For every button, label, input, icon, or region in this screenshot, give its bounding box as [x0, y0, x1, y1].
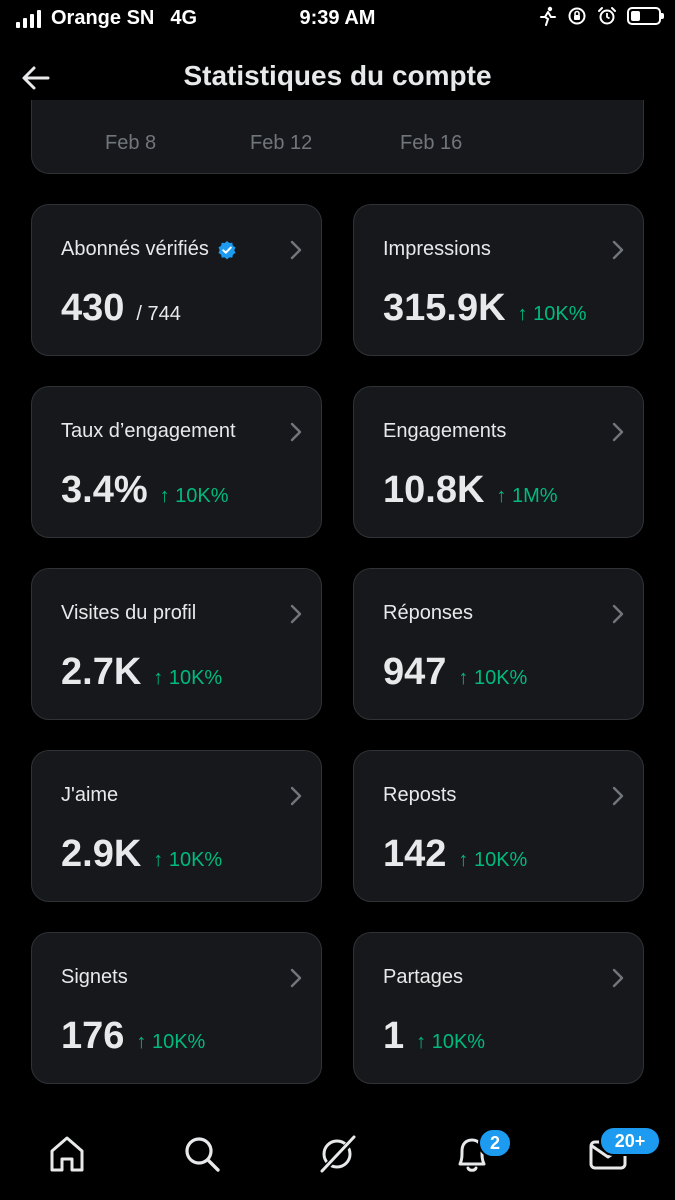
- metric-label: Signets: [61, 966, 128, 988]
- metric-card-reposts[interactable]: Reposts 142 ↑ 10K%: [353, 750, 644, 902]
- alarm-icon: [598, 7, 616, 25]
- metric-value: 430: [61, 287, 125, 329]
- metric-label: Abonnés vérifiés: [61, 238, 209, 260]
- metric-card-likes[interactable]: J'aime 2.9K ↑ 10K%: [31, 750, 322, 902]
- notifications-badge: 2: [478, 1128, 512, 1158]
- chevron-right-icon: [612, 786, 624, 806]
- metric-delta: ↑ 1M%: [496, 485, 558, 507]
- metric-card-bookmarks[interactable]: Signets 176 ↑ 10K%: [31, 932, 322, 1084]
- chevron-right-icon: [612, 422, 624, 442]
- metric-card-impressions[interactable]: Impressions 315.9K ↑ 10K%: [353, 204, 644, 356]
- metric-value: 176: [61, 1015, 125, 1057]
- chevron-right-icon: [290, 604, 302, 624]
- chart-x-label: Feb 16: [400, 132, 463, 154]
- chart-card: Feb 8 Feb 12 Feb 16: [31, 100, 644, 174]
- chevron-right-icon: [612, 968, 624, 988]
- metric-value: 10.8K: [383, 469, 485, 511]
- metric-label: Partages: [383, 966, 464, 988]
- chevron-right-icon: [612, 604, 624, 624]
- home-icon[interactable]: [45, 1132, 89, 1176]
- notifications-icon[interactable]: [450, 1132, 494, 1176]
- status-bar: Orange SN 4G 9:39 AM: [0, 0, 675, 40]
- metric-denominator: / 744: [136, 303, 181, 325]
- metric-value-row: 3.4% ↑ 10K%: [61, 469, 229, 512]
- signal-strength-icon: [16, 9, 41, 28]
- metric-label: Réponses: [383, 602, 474, 624]
- bottom-navigation: 2 20+: [0, 1110, 675, 1200]
- metric-delta: ↑ 10K%: [517, 303, 587, 325]
- metric-value-row: 2.7K ↑ 10K%: [61, 651, 222, 694]
- status-left: Orange SN 4G: [16, 7, 197, 30]
- metric-value: 2.7K: [61, 651, 142, 693]
- metric-delta: ↑ 10K%: [159, 485, 229, 507]
- metric-card-engagement-rate[interactable]: Taux d’engagement 3.4% ↑ 10K%: [31, 386, 322, 538]
- messages-badge: 20+: [599, 1126, 661, 1156]
- metric-label: Impressions: [383, 238, 491, 260]
- chevron-right-icon: [612, 240, 624, 260]
- metric-delta: ↑ 10K%: [458, 667, 528, 689]
- carrier-name: Orange SN: [51, 7, 155, 29]
- metric-label: Taux d’engagement: [61, 420, 236, 442]
- metric-value: 1: [383, 1015, 405, 1057]
- metric-value: 3.4%: [61, 469, 148, 511]
- metric-delta: ↑ 10K%: [458, 849, 528, 871]
- search-icon[interactable]: [180, 1132, 224, 1176]
- metric-value: 947: [383, 651, 447, 693]
- orientation-lock-icon: [568, 7, 586, 25]
- top-bar: Statistiques du compte: [0, 50, 675, 104]
- network-type: 4G: [170, 7, 198, 29]
- metric-label: Visites du profil: [61, 602, 197, 624]
- metric-value-row: 1 ↑ 10K%: [383, 1015, 485, 1058]
- chevron-right-icon: [290, 422, 302, 442]
- metric-card-replies[interactable]: Réponses 947 ↑ 10K%: [353, 568, 644, 720]
- clock: 9:39 AM: [299, 7, 376, 29]
- metric-value-row: 142 ↑ 10K%: [383, 833, 527, 876]
- metric-delta: ↑ 10K%: [416, 1031, 486, 1053]
- metric-delta: ↑ 10K%: [153, 667, 223, 689]
- chevron-right-icon: [290, 968, 302, 988]
- chart-x-label: Feb 12: [250, 132, 313, 154]
- metric-value: 315.9K: [383, 287, 506, 329]
- metric-value: 142: [383, 833, 447, 875]
- metric-label: Reposts: [383, 784, 457, 806]
- metric-card-shares[interactable]: Partages 1 ↑ 10K%: [353, 932, 644, 1084]
- metric-value-row: 315.9K ↑ 10K%: [383, 287, 586, 330]
- metric-card-profile-visits[interactable]: Visites du profil 2.7K ↑ 10K%: [31, 568, 322, 720]
- back-arrow-icon[interactable]: [18, 60, 54, 96]
- metric-label-row: Abonnés vérifiés: [61, 238, 237, 261]
- metric-label: Engagements: [383, 420, 507, 442]
- metric-value-row: 2.9K ↑ 10K%: [61, 833, 222, 876]
- metric-delta: ↑ 10K%: [136, 1031, 206, 1053]
- metric-value-row: 947 ↑ 10K%: [383, 651, 527, 694]
- status-right: [539, 6, 664, 26]
- metric-value-row: 430 / 744: [61, 287, 181, 330]
- chart-x-label: Feb 8: [105, 132, 157, 154]
- activity-icon: [540, 6, 556, 26]
- verified-badge-icon: [218, 240, 236, 259]
- metric-value-row: 10.8K ↑ 1M%: [383, 469, 558, 512]
- metric-delta: ↑ 10K%: [153, 849, 223, 871]
- battery-icon: [627, 7, 664, 25]
- grok-icon[interactable]: [315, 1132, 359, 1176]
- page-title: Statistiques du compte: [183, 60, 492, 91]
- chevron-right-icon: [290, 240, 302, 260]
- metric-card-engagements[interactable]: Engagements 10.8K ↑ 1M%: [353, 386, 644, 538]
- metric-value-row: 176 ↑ 10K%: [61, 1015, 205, 1058]
- metric-label: J'aime: [61, 784, 119, 806]
- metric-card-verified-followers[interactable]: Abonnés vérifiés 430 / 744: [31, 204, 322, 356]
- chevron-right-icon: [290, 786, 302, 806]
- metric-value: 2.9K: [61, 833, 142, 875]
